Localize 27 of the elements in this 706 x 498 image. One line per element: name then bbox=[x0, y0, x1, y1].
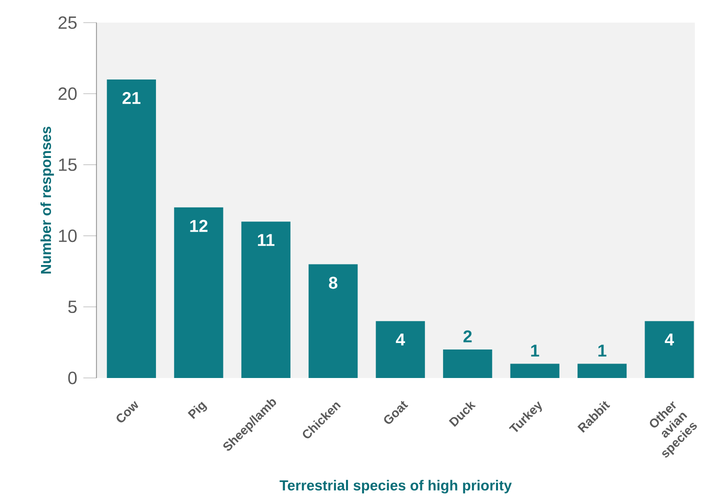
bar bbox=[106, 80, 156, 378]
data-label: 12 bbox=[190, 220, 208, 232]
bar bbox=[443, 350, 492, 378]
data-label: 1 bbox=[531, 344, 540, 357]
x-axis-title: Terrestrial species of high priority bbox=[280, 480, 512, 494]
data-label: 1 bbox=[598, 344, 606, 357]
y-tick-label: 25 bbox=[58, 16, 77, 30]
data-label: 11 bbox=[258, 234, 274, 246]
bar bbox=[644, 321, 694, 378]
y-tick-label: 0 bbox=[68, 372, 77, 384]
y-tick-label: 10 bbox=[59, 230, 77, 242]
bar bbox=[376, 321, 425, 378]
data-label: 8 bbox=[328, 276, 338, 289]
data-label: 4 bbox=[396, 334, 406, 346]
data-label: 21 bbox=[122, 92, 140, 104]
data-label: 2 bbox=[463, 330, 472, 342]
data-label: 4 bbox=[664, 334, 674, 346]
y-tick-label: 20 bbox=[58, 88, 77, 100]
x-tick-label: Pig bbox=[188, 402, 208, 420]
y-axis-title: Number of responses bbox=[40, 126, 54, 274]
bar bbox=[308, 264, 358, 378]
bar bbox=[241, 222, 290, 378]
bar bbox=[578, 364, 627, 378]
bar bbox=[174, 208, 224, 378]
y-tick-label: 15 bbox=[59, 158, 77, 172]
bar bbox=[510, 364, 560, 378]
y-tick-label: 5 bbox=[68, 300, 77, 314]
